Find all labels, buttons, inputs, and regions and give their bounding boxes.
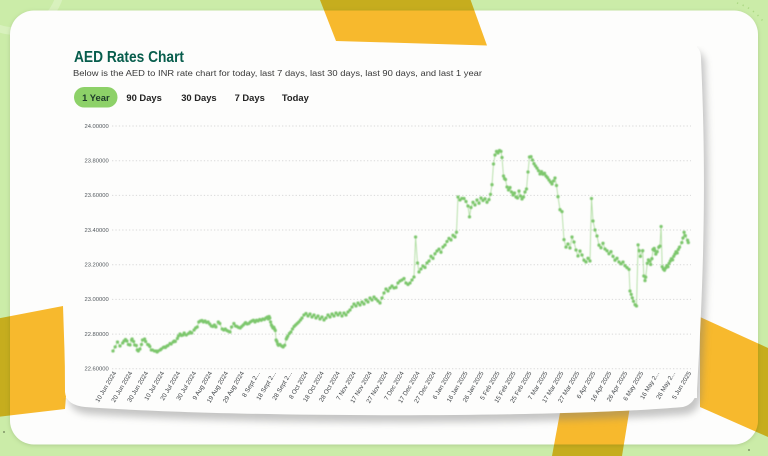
svg-text:90 Days: 90 Days xyxy=(126,92,161,103)
svg-text:23.20000: 23.20000 xyxy=(85,263,109,269)
svg-text:Today: Today xyxy=(282,92,310,103)
svg-text:1 Year: 1 Year xyxy=(82,92,110,103)
svg-text:AED Rates Chart: AED Rates Chart xyxy=(74,49,184,66)
svg-text:23.40000: 23.40000 xyxy=(85,228,109,234)
svg-text:23.00000: 23.00000 xyxy=(85,297,109,303)
svg-text:7 Days: 7 Days xyxy=(235,92,265,103)
svg-text:22.80000: 22.80000 xyxy=(85,332,109,338)
svg-text:24.00000: 24.00000 xyxy=(85,124,109,130)
svg-text:22.60000: 22.60000 xyxy=(85,367,109,373)
svg-text:23.80000: 23.80000 xyxy=(85,159,109,165)
svg-text:30 Days: 30 Days xyxy=(181,92,216,103)
svg-text:Below is the AED to INR rate c: Below is the AED to INR rate chart for t… xyxy=(73,68,482,78)
svg-text:23.60000: 23.60000 xyxy=(85,193,109,199)
